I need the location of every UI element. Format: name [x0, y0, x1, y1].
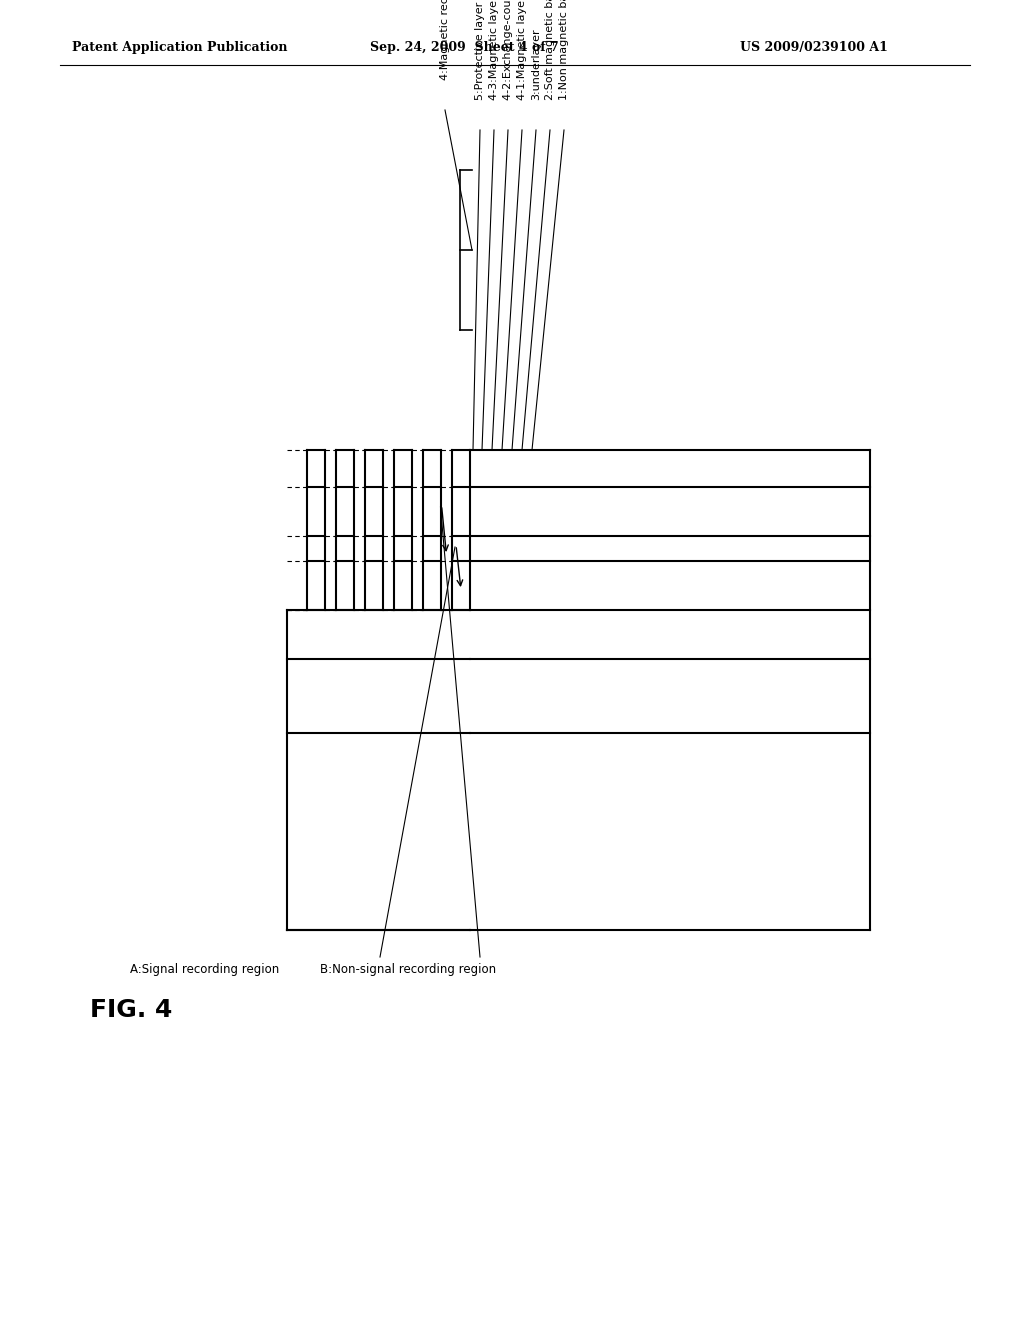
- Text: 1:Non magnetic base: 1:Non magnetic base: [559, 0, 569, 100]
- Text: A:Signal recording region: A:Signal recording region: [130, 964, 280, 977]
- Text: Sep. 24, 2009  Sheet 4 of 7: Sep. 24, 2009 Sheet 4 of 7: [370, 41, 559, 54]
- Text: 4:Magnetic recording layer: 4:Magnetic recording layer: [440, 0, 450, 81]
- Text: 4-3:Magnetic layer: 4-3:Magnetic layer: [489, 0, 499, 100]
- Text: US 2009/0239100 A1: US 2009/0239100 A1: [740, 41, 888, 54]
- Text: 4-1:Magnetic layer: 4-1:Magnetic layer: [517, 0, 527, 100]
- Text: FIG. 4: FIG. 4: [90, 998, 172, 1022]
- Text: 5:Protective layer: 5:Protective layer: [475, 1, 485, 100]
- Text: Patent Application Publication: Patent Application Publication: [72, 41, 288, 54]
- Text: 2:Soft magnetic backing layer: 2:Soft magnetic backing layer: [545, 0, 555, 100]
- Text: 3:underlayer: 3:underlayer: [531, 28, 541, 100]
- Text: 4-2:Exchange-coupling control layer: 4-2:Exchange-coupling control layer: [503, 0, 513, 100]
- Text: B:Non-signal recording region: B:Non-signal recording region: [319, 964, 496, 977]
